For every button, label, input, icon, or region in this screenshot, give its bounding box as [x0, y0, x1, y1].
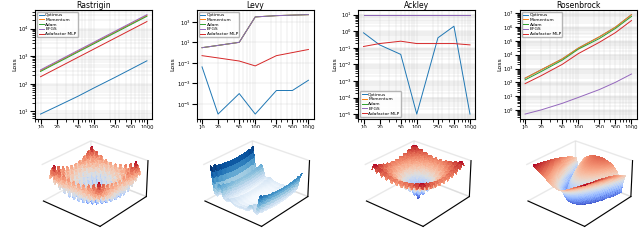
Y-axis label: Loss: Loss — [171, 58, 176, 71]
Legend: Optimus, Momentum, Adam, BFGS, Adafactor MLP: Optimus, Momentum, Adam, BFGS, Adafactor… — [37, 12, 77, 37]
Title: Rastrigin: Rastrigin — [76, 0, 111, 10]
X-axis label: Dimensions: Dimensions — [560, 131, 596, 136]
X-axis label: Dimensions: Dimensions — [398, 131, 435, 136]
Legend: Optimus, Momentum, Adam, BFGS, Adafactor MLP: Optimus, Momentum, Adam, BFGS, Adafactor… — [522, 12, 562, 37]
Legend: Optimus, Momentum, Adam, BFGS, Adafactor MLP: Optimus, Momentum, Adam, BFGS, Adafactor… — [360, 91, 401, 117]
Title: Levy: Levy — [246, 0, 264, 10]
Title: Ackley: Ackley — [404, 0, 429, 10]
Y-axis label: Loss: Loss — [497, 58, 502, 71]
Title: Rosenbrock: Rosenbrock — [556, 0, 600, 10]
X-axis label: Dimensions: Dimensions — [237, 131, 274, 136]
X-axis label: Dimensions: Dimensions — [76, 131, 112, 136]
Y-axis label: Loss: Loss — [332, 58, 337, 71]
Y-axis label: Loss: Loss — [12, 58, 17, 71]
Legend: Optimus, Momentum, Adam, BFGS, Adafactor MLP: Optimus, Momentum, Adam, BFGS, Adafactor… — [199, 12, 239, 37]
